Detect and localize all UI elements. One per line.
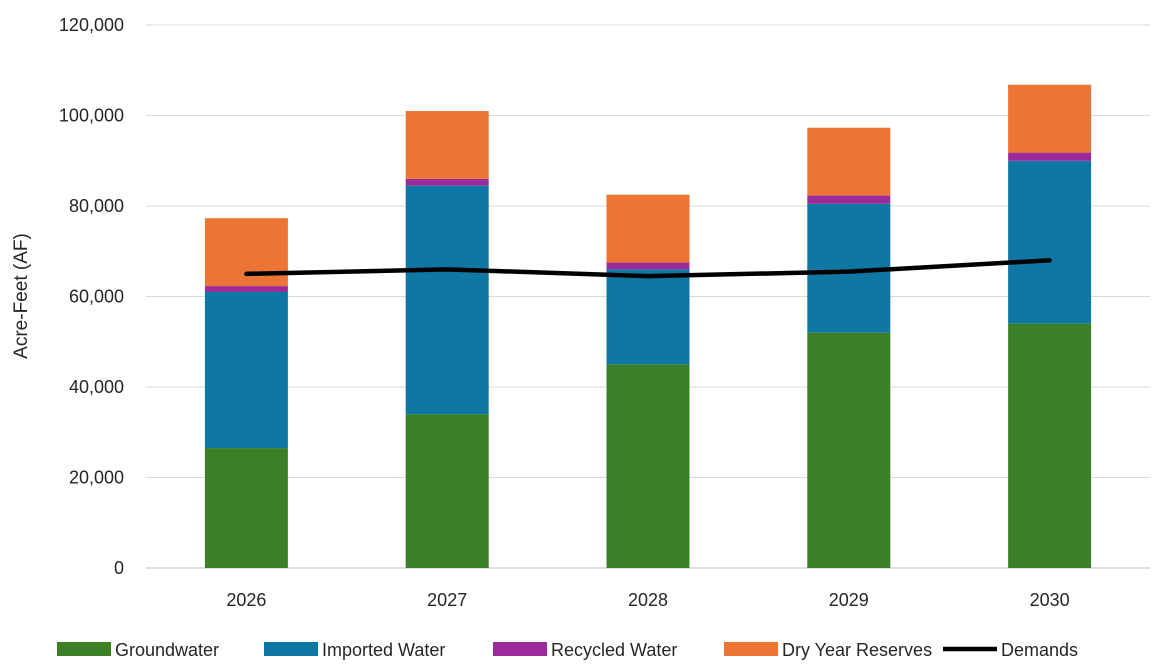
bar-segment-imported-water: [606, 269, 690, 365]
y-axis-ticks: 0 20,000 40,000 60,000 80,000 100,000 120,000: [59, 15, 124, 578]
legend-swatch: [724, 642, 778, 656]
y-tick-label: 100,000: [59, 106, 124, 126]
legend-swatch: [264, 642, 318, 656]
x-tick-label: 2029: [829, 590, 869, 610]
bar-segment-imported-water: [204, 291, 288, 449]
bar-segment-groundwater: [606, 364, 690, 568]
bar-segment-recycled-water: [405, 178, 489, 186]
bar-segment-dry-year-reserves: [807, 127, 891, 196]
y-tick-label: 120,000: [59, 15, 124, 35]
legend: Groundwater Imported Water Recycled Water D…: [57, 640, 1078, 660]
x-tick-label: 2030: [1030, 590, 1070, 610]
x-tick-label: 2028: [628, 590, 668, 610]
bar-segment-dry-year-reserves: [606, 194, 690, 263]
legend-label: Dry Year Reserves: [782, 640, 932, 660]
bar-segment-recycled-water: [807, 195, 891, 204]
y-axis-title: Acre-Feet (AF): [11, 233, 32, 359]
bar-segment-recycled-water: [606, 262, 690, 270]
y-tick-label: 80,000: [69, 196, 124, 216]
legend-label: Imported Water: [322, 640, 445, 660]
legend-label: Demands: [1001, 640, 1078, 660]
legend-swatch: [57, 642, 111, 656]
legend-label: Recycled Water: [551, 640, 677, 660]
y-tick-label: 0: [114, 558, 124, 578]
demands-line: [244, 258, 1052, 279]
y-tick-label: 20,000: [69, 468, 124, 488]
x-axis-ticks: 2026 2027 2028 2029 2030: [226, 590, 1069, 610]
y-tick-label: 60,000: [69, 287, 124, 307]
legend-swatch: [493, 642, 547, 656]
bar-segment-imported-water: [1008, 160, 1092, 324]
bar-segment-groundwater: [204, 448, 288, 568]
bar-segment-imported-water: [405, 185, 489, 415]
bars: [204, 84, 1092, 568]
bar-segment-groundwater: [1008, 323, 1092, 568]
bar-segment-groundwater: [807, 332, 891, 568]
bar-segment-dry-year-reserves: [405, 110, 489, 179]
bar-segment-recycled-water: [1008, 152, 1092, 161]
legend-label: Groundwater: [115, 640, 219, 660]
bar-segment-recycled-water: [204, 286, 288, 292]
x-tick-label: 2027: [427, 590, 467, 610]
x-tick-label: 2026: [226, 590, 266, 610]
bar-segment-groundwater: [405, 414, 489, 568]
y-tick-label: 40,000: [69, 377, 124, 397]
bar-segment-dry-year-reserves: [1008, 84, 1092, 153]
demand-line-layer: [244, 258, 1052, 279]
